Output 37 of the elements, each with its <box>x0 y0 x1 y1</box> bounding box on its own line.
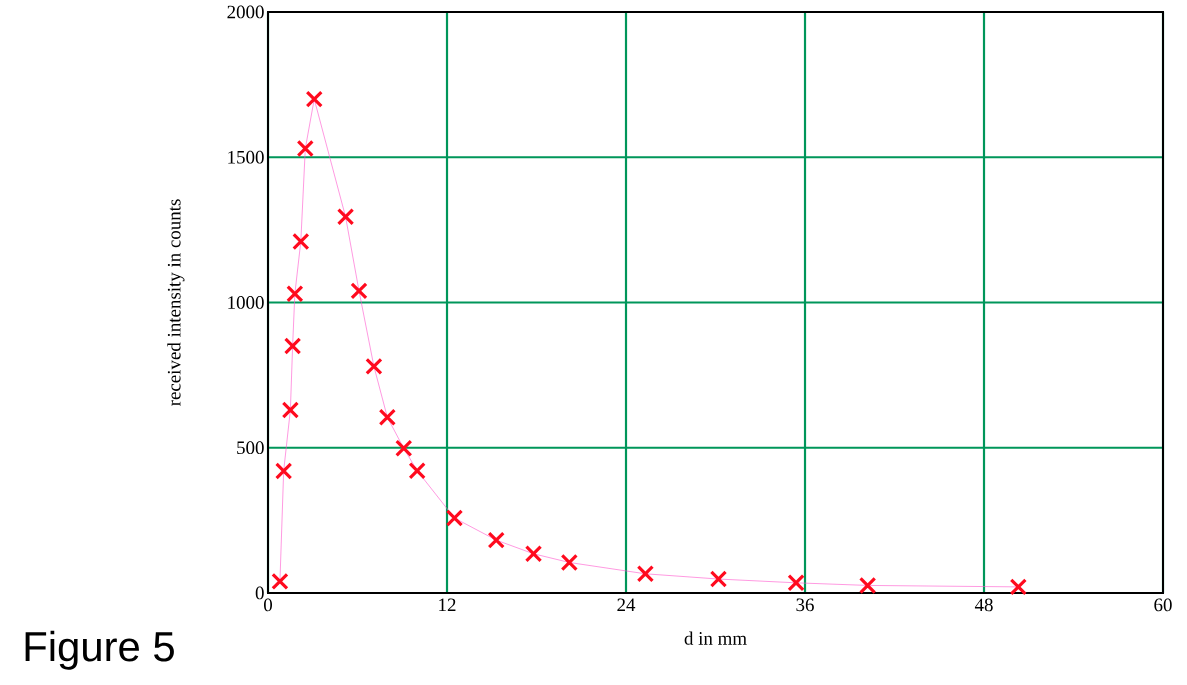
y-tick-label: 2000 <box>227 5 264 19</box>
point <box>395 439 413 457</box>
point <box>336 208 355 226</box>
point <box>286 285 304 303</box>
x-axis-title: d in mm <box>684 631 747 645</box>
point <box>275 462 293 480</box>
point <box>408 462 426 480</box>
y-tick-label: 1000 <box>228 296 264 309</box>
caption: Figure 5 <box>25 630 174 670</box>
x-tick-label: 12 <box>439 598 456 612</box>
x-tick-label: 48 <box>974 598 993 612</box>
x-tick-label: 36 <box>796 598 814 612</box>
point <box>709 570 728 588</box>
y-tick-label: 500 <box>237 441 264 455</box>
point <box>292 232 310 251</box>
point <box>1009 578 1027 596</box>
y-tick-label: 0 <box>255 586 264 600</box>
x-tick-label: 60 <box>1154 598 1172 612</box>
point <box>858 576 877 595</box>
point <box>787 574 805 592</box>
point <box>487 531 505 549</box>
point <box>524 545 543 563</box>
point <box>560 553 578 572</box>
point <box>378 408 397 426</box>
point <box>350 282 368 300</box>
x-tick-label: 24 <box>617 598 636 612</box>
point <box>283 337 302 355</box>
x-tick-label: 0 <box>264 598 273 612</box>
point <box>365 357 383 376</box>
point <box>281 401 300 419</box>
y-axis-title: received intensity in counts <box>167 199 185 406</box>
y-tick-label: 1500 <box>228 150 264 164</box>
point <box>271 572 289 591</box>
point <box>636 565 655 583</box>
point <box>296 139 314 158</box>
point <box>305 90 323 108</box>
point <box>445 509 464 527</box>
